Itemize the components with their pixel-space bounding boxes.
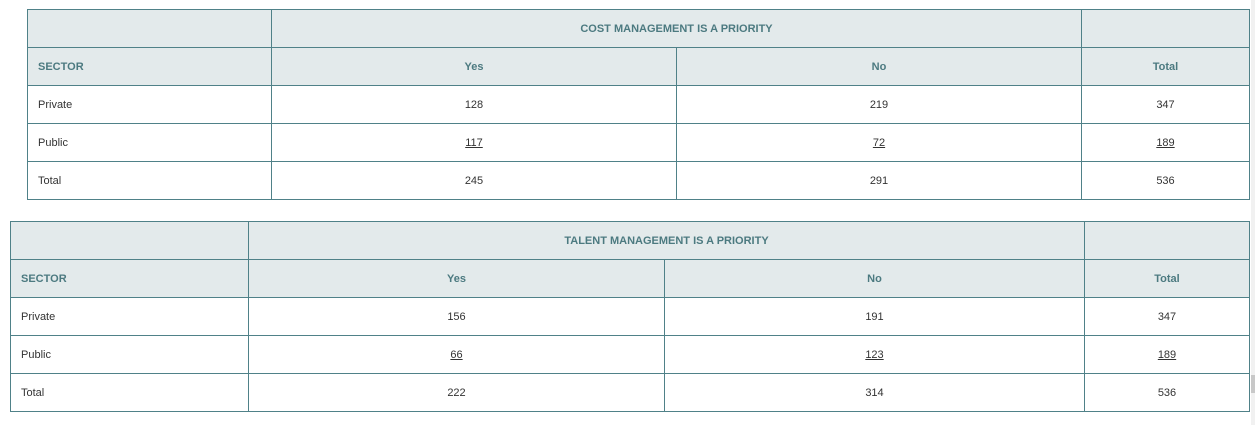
column-header: Total <box>1081 47 1250 86</box>
row-label: Private <box>27 85 272 124</box>
cell: 222 <box>248 373 665 412</box>
underlined-value: 117 <box>465 136 483 149</box>
row-label: Public <box>27 123 272 162</box>
cell: 314 <box>664 373 1085 412</box>
data-table: TALENT MANAGEMENT IS A PRIORITY SECTOR Yes… <box>10 221 1250 412</box>
column-header: Total <box>1084 259 1250 298</box>
row-label: Public <box>10 335 249 374</box>
cell: 117 <box>271 123 677 162</box>
cell: 123 <box>664 335 1085 374</box>
data-row: Total 245 291 536 <box>27 161 1250 200</box>
data-row: Public 117 72 189 <box>27 123 1250 162</box>
row-label: Private <box>10 297 249 336</box>
header-cell <box>10 221 249 260</box>
column-header: Yes <box>248 259 665 298</box>
header-cell <box>1084 221 1250 260</box>
scrollbar[interactable] <box>1251 0 1255 425</box>
cell: 72 <box>676 123 1082 162</box>
underlined-value: 189 <box>1156 136 1175 149</box>
data-table: COST MANAGEMENT IS A PRIORITY SECTOR Yes No… <box>27 9 1250 200</box>
underlined-value: 123 <box>865 348 884 361</box>
row-label: Total <box>27 161 272 200</box>
header-cell <box>27 9 272 48</box>
cell: 219 <box>676 85 1082 124</box>
cell: 128 <box>271 85 677 124</box>
row-label: Total <box>10 373 249 412</box>
cell: 536 <box>1081 161 1250 200</box>
underlined-value: 189 <box>1157 348 1177 361</box>
header-cell <box>1081 9 1250 48</box>
column-header: Yes <box>271 47 677 86</box>
header-row: SECTOR Yes No Total <box>10 259 1250 298</box>
title-row: COST MANAGEMENT IS A PRIORITY <box>27 9 1250 48</box>
cell: 66 <box>248 335 665 374</box>
column-header: SECTOR <box>27 47 272 86</box>
data-row: Public 66 123 189 <box>10 335 1250 374</box>
table-title: COST MANAGEMENT IS A PRIORITY <box>271 9 1082 48</box>
scrollbar-thumb[interactable] <box>1251 375 1255 393</box>
cell: 245 <box>271 161 677 200</box>
column-header: No <box>664 259 1085 298</box>
cell: 291 <box>676 161 1082 200</box>
cell: 156 <box>248 297 665 336</box>
column-header: No <box>676 47 1082 86</box>
underlined-value: 72 <box>872 136 886 149</box>
underlined-value: 66 <box>450 348 463 361</box>
cell: 191 <box>664 297 1085 336</box>
title-row: TALENT MANAGEMENT IS A PRIORITY <box>10 221 1250 260</box>
data-row: Private 156 191 347 <box>10 297 1250 336</box>
cell: 189 <box>1084 335 1250 374</box>
cell: 347 <box>1084 297 1250 336</box>
table-title: TALENT MANAGEMENT IS A PRIORITY <box>248 221 1085 260</box>
data-row: Private 128 219 347 <box>27 85 1250 124</box>
column-header: SECTOR <box>10 259 249 298</box>
cell: 347 <box>1081 85 1250 124</box>
data-row: Total 222 314 536 <box>10 373 1250 412</box>
header-row: SECTOR Yes No Total <box>27 47 1250 86</box>
cell: 189 <box>1081 123 1250 162</box>
cell: 536 <box>1084 373 1250 412</box>
